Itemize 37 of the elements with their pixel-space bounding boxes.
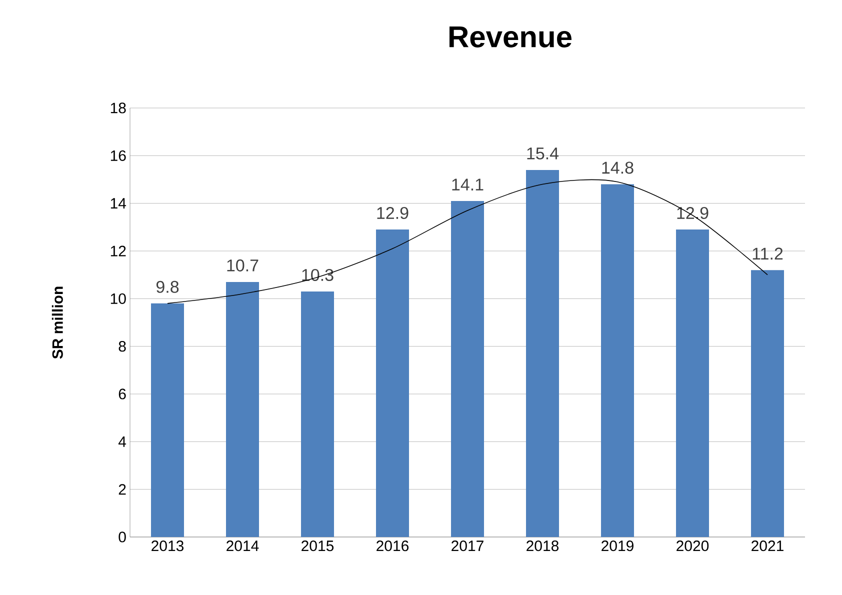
data-label: 10.7 (227, 259, 258, 272)
y-tick-label: 6 (118, 388, 126, 400)
data-label: 14.8 (602, 162, 634, 174)
y-tick-label: 0 (118, 532, 126, 542)
x-tick-label: 2013 (152, 540, 184, 552)
bar (751, 270, 784, 537)
bar (676, 230, 710, 537)
data-label: 11.2 (752, 248, 783, 260)
bar (301, 292, 334, 537)
x-tick-label: 2016 (376, 540, 409, 552)
y-tick-label: 10 (110, 293, 126, 304)
data-label: 12.9 (377, 206, 408, 220)
y-axis-title: SR million (52, 286, 63, 359)
data-label: 9.8 (156, 280, 179, 293)
x-tick-label: 2019 (602, 540, 634, 552)
y-tick-label: 2 (118, 484, 126, 495)
x-tick-label: 2021 (752, 540, 784, 552)
y-tick-label: 14 (110, 198, 126, 208)
y-tick-label: 12 (110, 246, 126, 256)
bar (526, 170, 560, 537)
bar (151, 303, 184, 537)
x-tick-label: 2015 (302, 540, 334, 552)
y-tick-label: 16 (110, 150, 126, 161)
chart-title: Revenue (449, 26, 572, 48)
bar (601, 184, 634, 537)
bar (376, 230, 410, 537)
y-tick-label: 8 (118, 341, 126, 352)
bar (451, 200, 484, 537)
y-tick-label: 4 (118, 436, 126, 447)
y-tick-label: 18 (110, 102, 126, 114)
data-label: 15.4 (527, 148, 559, 160)
data-label: 14.1 (452, 178, 484, 190)
bar (226, 282, 260, 537)
x-tick-label: 2017 (452, 540, 484, 552)
x-tick-label: 2020 (676, 540, 709, 552)
x-tick-label: 2014 (226, 540, 259, 552)
x-tick-label: 2018 (526, 540, 559, 552)
